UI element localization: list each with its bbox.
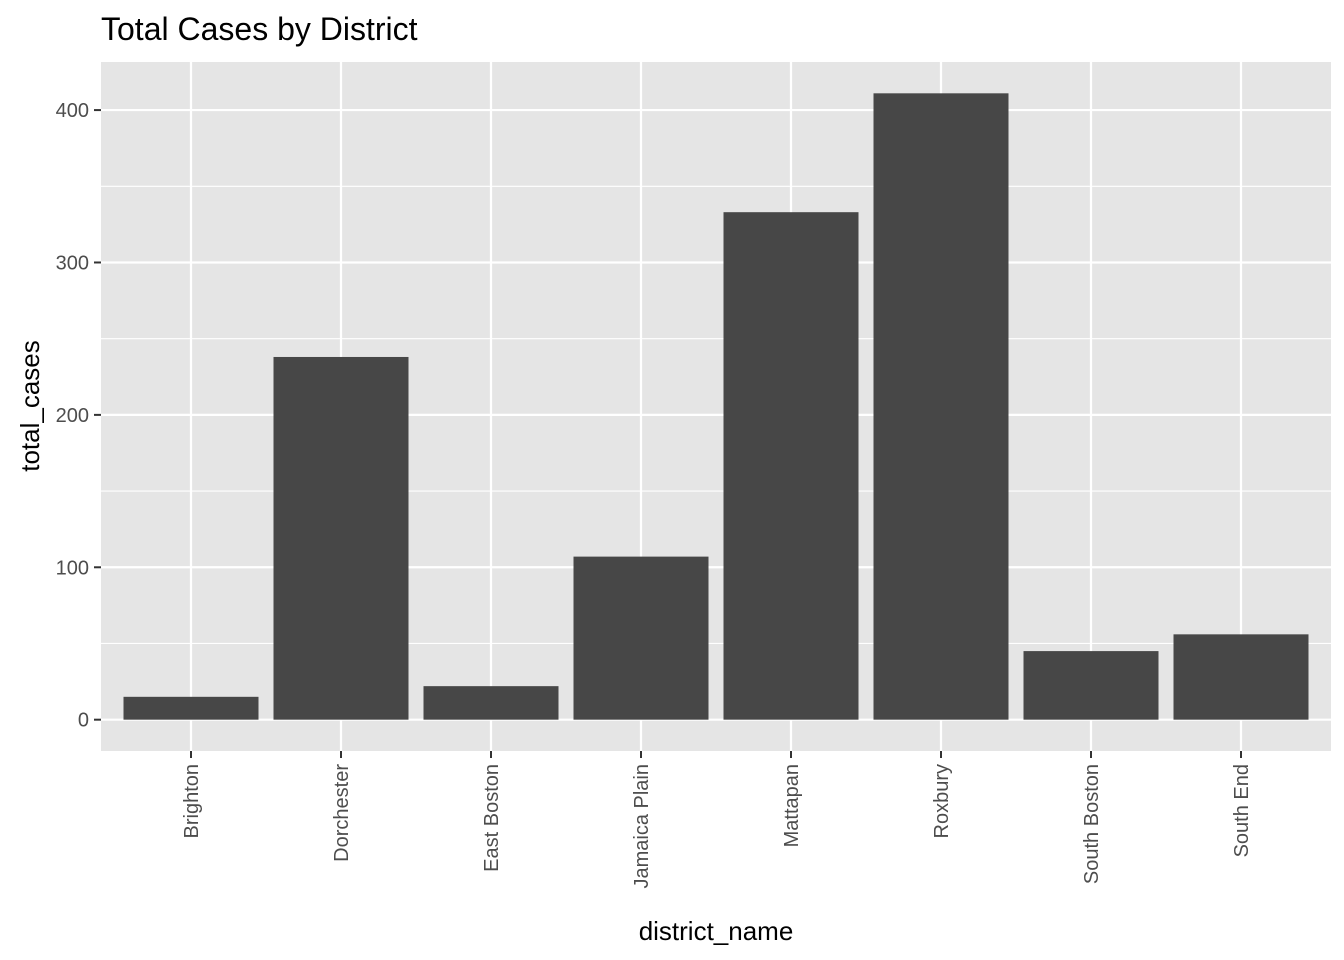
- chart-title: Total Cases by District: [101, 11, 418, 47]
- x-tick-label: Dorchester: [331, 764, 353, 862]
- bar-south-boston: [1023, 651, 1159, 720]
- x-axis-title: district_name: [639, 916, 794, 946]
- x-tick-label: Roxbury: [931, 764, 953, 838]
- y-tick-label: 400: [56, 100, 89, 122]
- bar-dorchester: [273, 356, 409, 720]
- x-tick-label: South End: [1231, 764, 1253, 857]
- x-axis: Brighton Dorchester East Boston Jamaica Pla…: [181, 751, 1253, 889]
- y-axis-title: total_cases: [15, 340, 45, 472]
- y-tick-label: 0: [78, 710, 89, 732]
- bar-mattapan: [723, 212, 859, 720]
- bar-roxbury: [873, 93, 1009, 720]
- bar-brighton: [123, 696, 259, 720]
- bar-east-boston: [423, 686, 559, 720]
- bars: [123, 93, 1309, 720]
- x-tick-label: South Boston: [1081, 764, 1103, 884]
- y-axis: 0 100 200 300 400: [56, 100, 101, 732]
- x-tick-label: Brighton: [181, 764, 203, 839]
- y-tick-label: 100: [56, 557, 89, 579]
- x-tick-label: East Boston: [481, 764, 503, 872]
- bar-south-end: [1173, 634, 1309, 720]
- y-tick-label: 300: [56, 252, 89, 274]
- bar-jamaica-plain: [573, 556, 709, 720]
- y-tick-label: 200: [56, 405, 89, 427]
- x-tick-label: Mattapan: [781, 764, 803, 847]
- x-tick-label: Jamaica Plain: [631, 764, 653, 889]
